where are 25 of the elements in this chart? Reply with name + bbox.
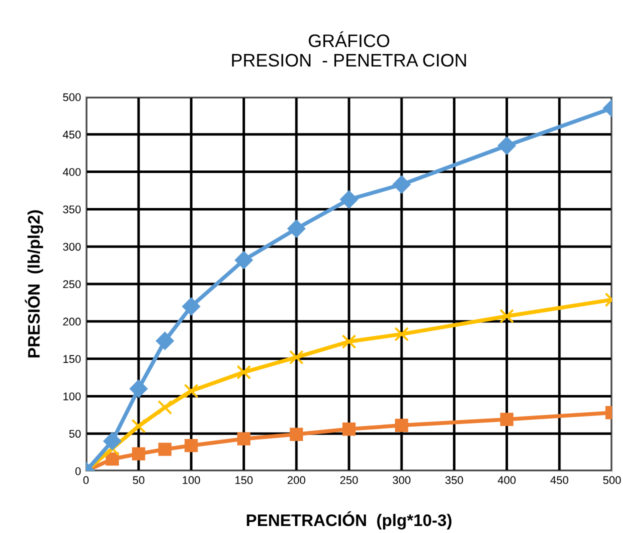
y-tick-label: 150 (63, 355, 81, 363)
y-tick-label: 350 (63, 205, 81, 214)
y-tick-label: 500 (63, 93, 81, 102)
x-tick-label: 50 (132, 476, 144, 484)
x-axis-title: PENETRACIÓN (plg*10-3) (246, 511, 452, 530)
y-axis-title: PRESIÓN (lb/plg2) (24, 210, 44, 358)
y-tick-label: 300 (63, 242, 81, 251)
x-tick-label: 100 (182, 476, 200, 484)
y-tick-label: 200 (63, 318, 81, 326)
x-tick-label: 0 (83, 476, 89, 484)
x-tick-label: 150 (235, 476, 253, 484)
x-tick-label: 500 (603, 476, 621, 484)
x-tick-label: 250 (340, 476, 358, 484)
chart-title: GRÁFICO PRESION - PENETRA CION (232, 31, 466, 67)
x-tick-label: 400 (498, 476, 516, 484)
y-tick-label: 250 (63, 280, 81, 288)
x-tick-label: 450 (550, 476, 568, 484)
y-tick-label: 0 (75, 467, 81, 476)
x-tick-label: 300 (392, 476, 410, 484)
x-tick-label: 200 (288, 476, 306, 484)
y-tick-label: 400 (62, 168, 81, 176)
y-tick-label: 450 (62, 130, 81, 139)
y-tick-label: 100 (63, 392, 81, 400)
x-tick-label: 350 (445, 476, 464, 484)
y-tick-label: 50 (69, 430, 81, 438)
